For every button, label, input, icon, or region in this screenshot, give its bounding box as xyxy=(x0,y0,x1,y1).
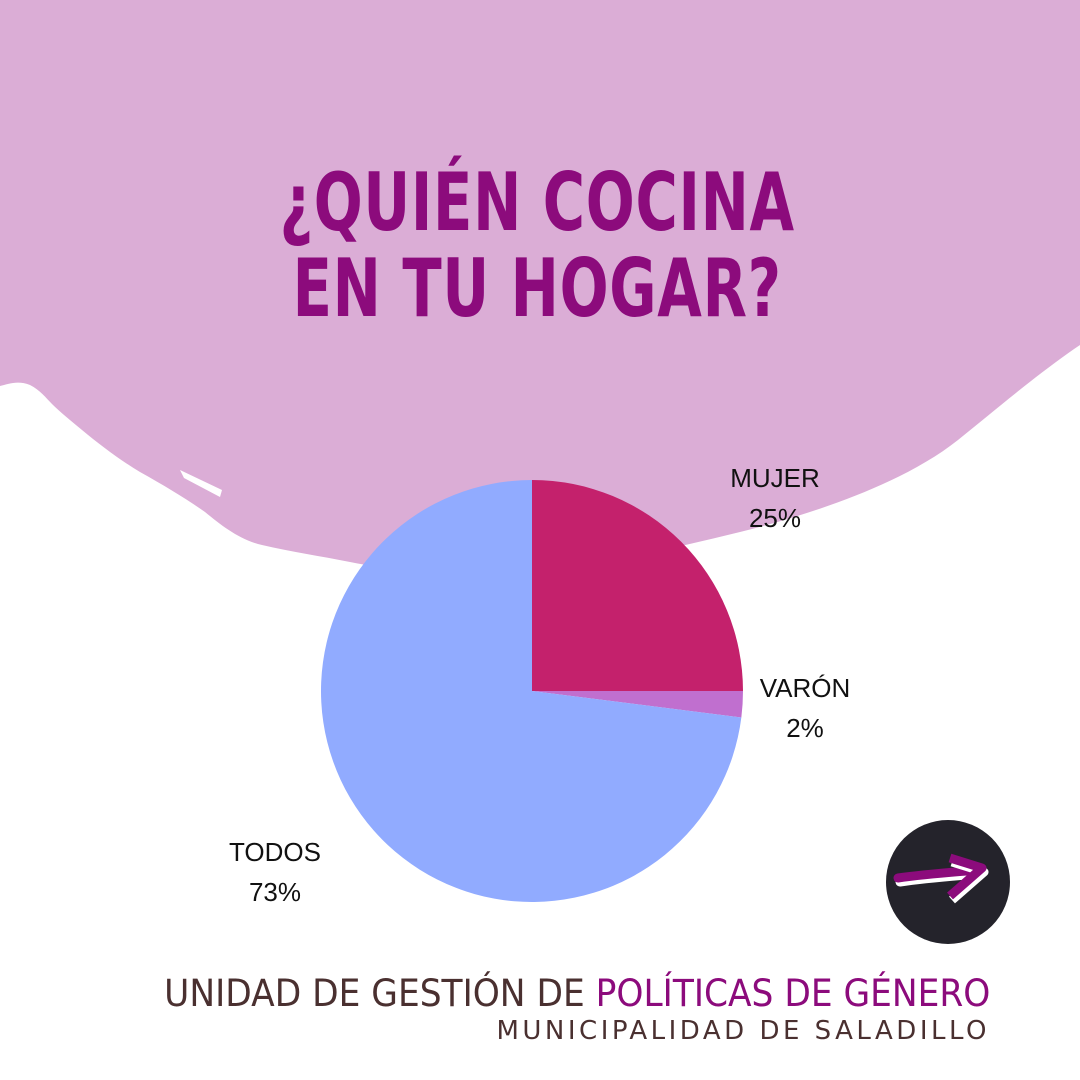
slice-label-varon-value: 2% xyxy=(786,713,824,743)
slice-label-todos: TODOS 73% xyxy=(200,832,350,912)
pie-slice-todos xyxy=(321,480,742,903)
organization-name: UNIDAD DE GESTIÓN DE POLÍTICAS DE GÉNERO xyxy=(164,972,990,1015)
pie-slice-varon xyxy=(532,691,743,718)
pie-slice-mujer xyxy=(532,480,743,691)
title-line-2: EN TU HOGAR? xyxy=(292,242,782,335)
organization-name-part-2: POLÍTICAS DE GÉNERO xyxy=(595,972,990,1015)
slice-label-varon-name: VARÓN xyxy=(759,673,851,703)
arrow-right-icon xyxy=(886,820,1010,944)
municipality-name: MUNICIPALIDAD DE SALADILLO xyxy=(496,1016,990,1046)
slice-label-mujer: MUJER 25% xyxy=(700,458,850,538)
slice-label-todos-name: TODOS xyxy=(229,837,321,867)
slice-label-mujer-name: MUJER xyxy=(730,463,820,493)
page-title: ¿QUIÉN COCINA EN TU HOGAR? xyxy=(148,160,926,332)
slice-label-todos-value: 73% xyxy=(248,877,302,907)
slice-label-varon: VARÓN 2% xyxy=(730,668,880,748)
slice-label-mujer-value: 25% xyxy=(748,503,802,533)
title-line-1: ¿QUIÉN COCINA xyxy=(279,156,795,249)
organization-name-part-1: UNIDAD DE GESTIÓN DE xyxy=(163,972,596,1015)
